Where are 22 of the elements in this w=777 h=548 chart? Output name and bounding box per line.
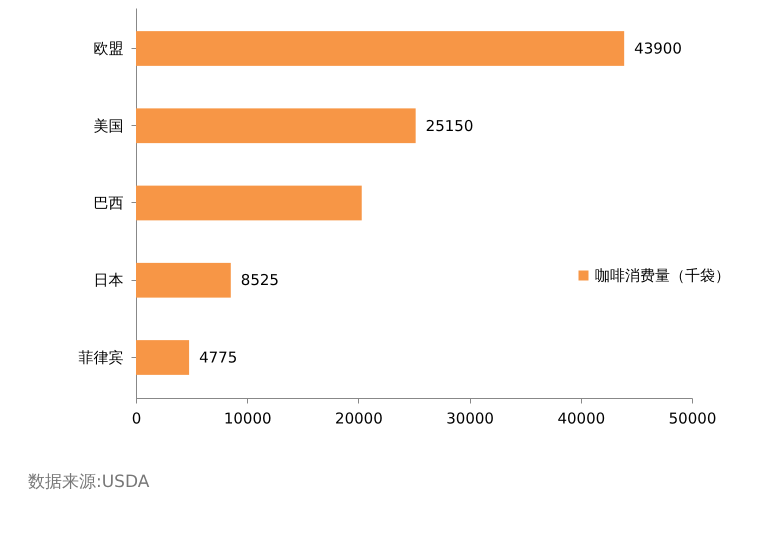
y-tick-label: 欧盟 [94,40,124,58]
data-label: 43900 [634,40,682,58]
x-tick-label: 0 [132,410,142,428]
bar [136,186,362,220]
y-tick-label: 日本 [94,271,124,290]
x-tick-label: 20000 [335,410,383,428]
x-tick-label: 10000 [224,410,272,428]
x-tick-label: 30000 [446,410,494,428]
bar [136,31,624,66]
y-tick-label: 菲律宾 [78,348,124,366]
x-tick-label: 50000 [668,410,716,428]
legend-label: 咖啡消费量（千袋） [595,266,730,284]
data-label: 25150 [426,116,474,135]
bar [136,108,416,144]
bar [136,262,231,298]
x-tick-label: 40000 [557,410,606,428]
y-tick-label: 美国 [94,116,124,135]
data-label: 4775 [199,348,238,366]
y-tick-label: 巴西 [94,194,124,212]
source-note: 数据来源:USDA [28,472,150,492]
data-label: 8525 [240,271,279,290]
bar [136,340,190,375]
